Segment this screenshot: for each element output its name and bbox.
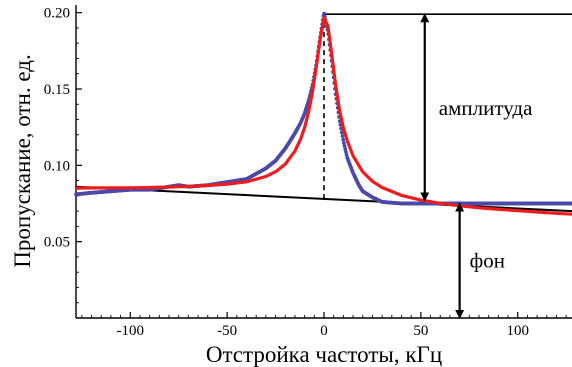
annotation-label: амплитуда xyxy=(439,96,533,120)
fit-curve xyxy=(75,16,572,216)
measured-point xyxy=(342,144,347,148)
y-tick-label: 0.10 xyxy=(44,158,70,174)
y-axis-title: Пропускание, отн. ед. xyxy=(10,54,35,267)
y-tick-label: 0.05 xyxy=(44,235,70,251)
annotation-layer: амплитуда фон xyxy=(420,13,533,319)
x-tick-label: -100 xyxy=(117,323,145,339)
x-tick-label: -50 xyxy=(217,323,237,339)
annotation-label: фон xyxy=(470,249,505,273)
measured-point xyxy=(343,149,348,154)
x-tick-label: 100 xyxy=(507,323,530,339)
x-tick-label: 50 xyxy=(413,323,428,339)
y-tick-label: 0.20 xyxy=(44,6,70,22)
x-axis-title: Отстройка частоты, кГц xyxy=(206,342,442,367)
x-tick-label: 0 xyxy=(320,323,328,339)
series-layer xyxy=(74,11,572,216)
measured-point xyxy=(344,152,349,157)
measured-point xyxy=(339,130,344,135)
ticks: -100 -50 0 50 100 0.05 0.10 0.15 0.20 xyxy=(44,6,567,339)
reference-lines xyxy=(323,13,572,201)
measured-point xyxy=(341,137,346,142)
measured-point xyxy=(343,146,348,151)
measured-point xyxy=(341,141,346,145)
measured-point xyxy=(340,134,345,138)
measured-point xyxy=(569,201,572,206)
y-tick-label: 0.15 xyxy=(44,82,70,98)
measured-point xyxy=(322,11,327,16)
